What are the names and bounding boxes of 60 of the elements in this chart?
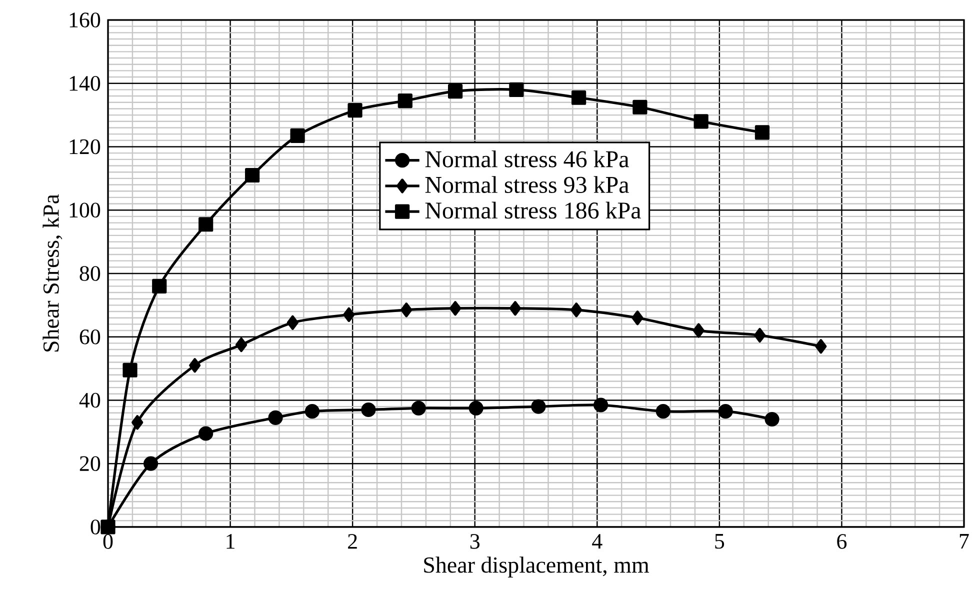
y-tick-label: 100 [70, 202, 100, 218]
point [398, 93, 412, 108]
point [189, 358, 201, 373]
x-tick-label: 5 [715, 534, 724, 549]
point [718, 404, 733, 419]
x-tick-label: 2 [348, 534, 357, 549]
y-tick-label: 80 [80, 266, 100, 281]
x-tick-label: 3 [470, 534, 480, 549]
x-tick-label: 1 [226, 534, 234, 549]
point [509, 301, 522, 316]
point [411, 400, 426, 416]
point [692, 323, 704, 338]
y-tick-label: 0 [90, 520, 100, 534]
point [122, 362, 138, 378]
point [570, 302, 582, 318]
point [132, 415, 144, 430]
point [632, 310, 644, 326]
legend-label: Normal stress 186 kPa [425, 202, 641, 219]
x-tick-label: 7 [960, 534, 969, 548]
legend-label: Normal stress 46 kPa [425, 150, 629, 168]
x-axis-title: Shear displacement, mm [424, 556, 650, 578]
y-tick-label: 20 [80, 456, 100, 472]
point [764, 412, 780, 427]
legend-label: Normal stress 93 kPa [425, 176, 629, 193]
x-tick-label: 0 [103, 534, 113, 549]
point [343, 307, 355, 322]
point [152, 278, 167, 294]
point [632, 100, 648, 114]
point [594, 398, 608, 412]
y-tick-label: 160 [70, 12, 100, 28]
point [245, 168, 260, 183]
y-tick-label: 140 [70, 76, 100, 91]
point [198, 426, 214, 441]
point [468, 400, 484, 416]
point [144, 456, 158, 471]
point [304, 404, 320, 419]
point [754, 328, 766, 343]
y-tick-label: 120 [70, 139, 100, 154]
point [198, 217, 214, 232]
point [286, 315, 298, 330]
point [268, 410, 283, 425]
point [656, 404, 670, 419]
y-tick-label: 60 [80, 329, 100, 344]
point [531, 399, 546, 414]
point [754, 125, 770, 140]
point [361, 402, 376, 418]
point [348, 103, 362, 118]
x-tick-label: 6 [837, 534, 847, 549]
point [694, 114, 708, 129]
y-tick-label: 40 [79, 392, 100, 408]
point [815, 339, 827, 354]
point [290, 128, 305, 143]
point [449, 301, 462, 316]
point [400, 302, 412, 318]
point [448, 84, 463, 99]
y-axis-title: Shear Stress, kPa [42, 194, 62, 352]
point [571, 90, 586, 105]
x-tick-label: 4 [592, 534, 602, 549]
point [235, 337, 248, 352]
point [509, 82, 524, 97]
